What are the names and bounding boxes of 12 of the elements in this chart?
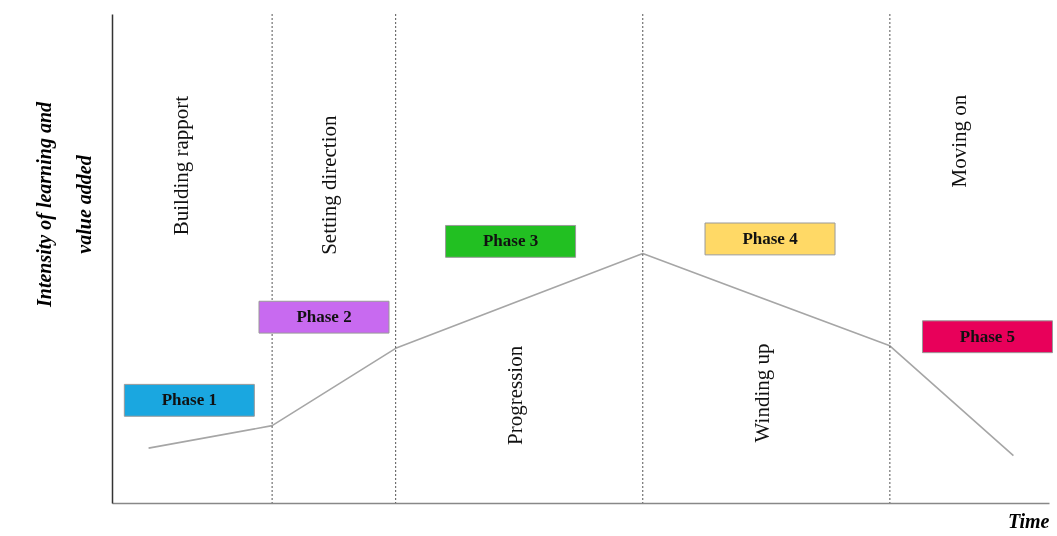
- annotation: Phase 5: [959, 326, 1016, 346]
- annotation: Progression: [502, 345, 527, 446]
- text: Building rapport: [169, 95, 194, 236]
- y-axis-title: Intensity of learning and value added: [32, 100, 95, 309]
- annotation: Phase 1: [161, 390, 217, 410]
- annotation: Setting direction: [317, 114, 342, 255]
- text: Phase 4: [742, 228, 799, 248]
- annotation: Winding up: [749, 343, 774, 443]
- x-axis-title: Time: [1008, 509, 1050, 532]
- annotation: Phase 2: [296, 307, 352, 327]
- text: Moving on: [946, 94, 971, 188]
- text: Phase 3: [482, 231, 539, 251]
